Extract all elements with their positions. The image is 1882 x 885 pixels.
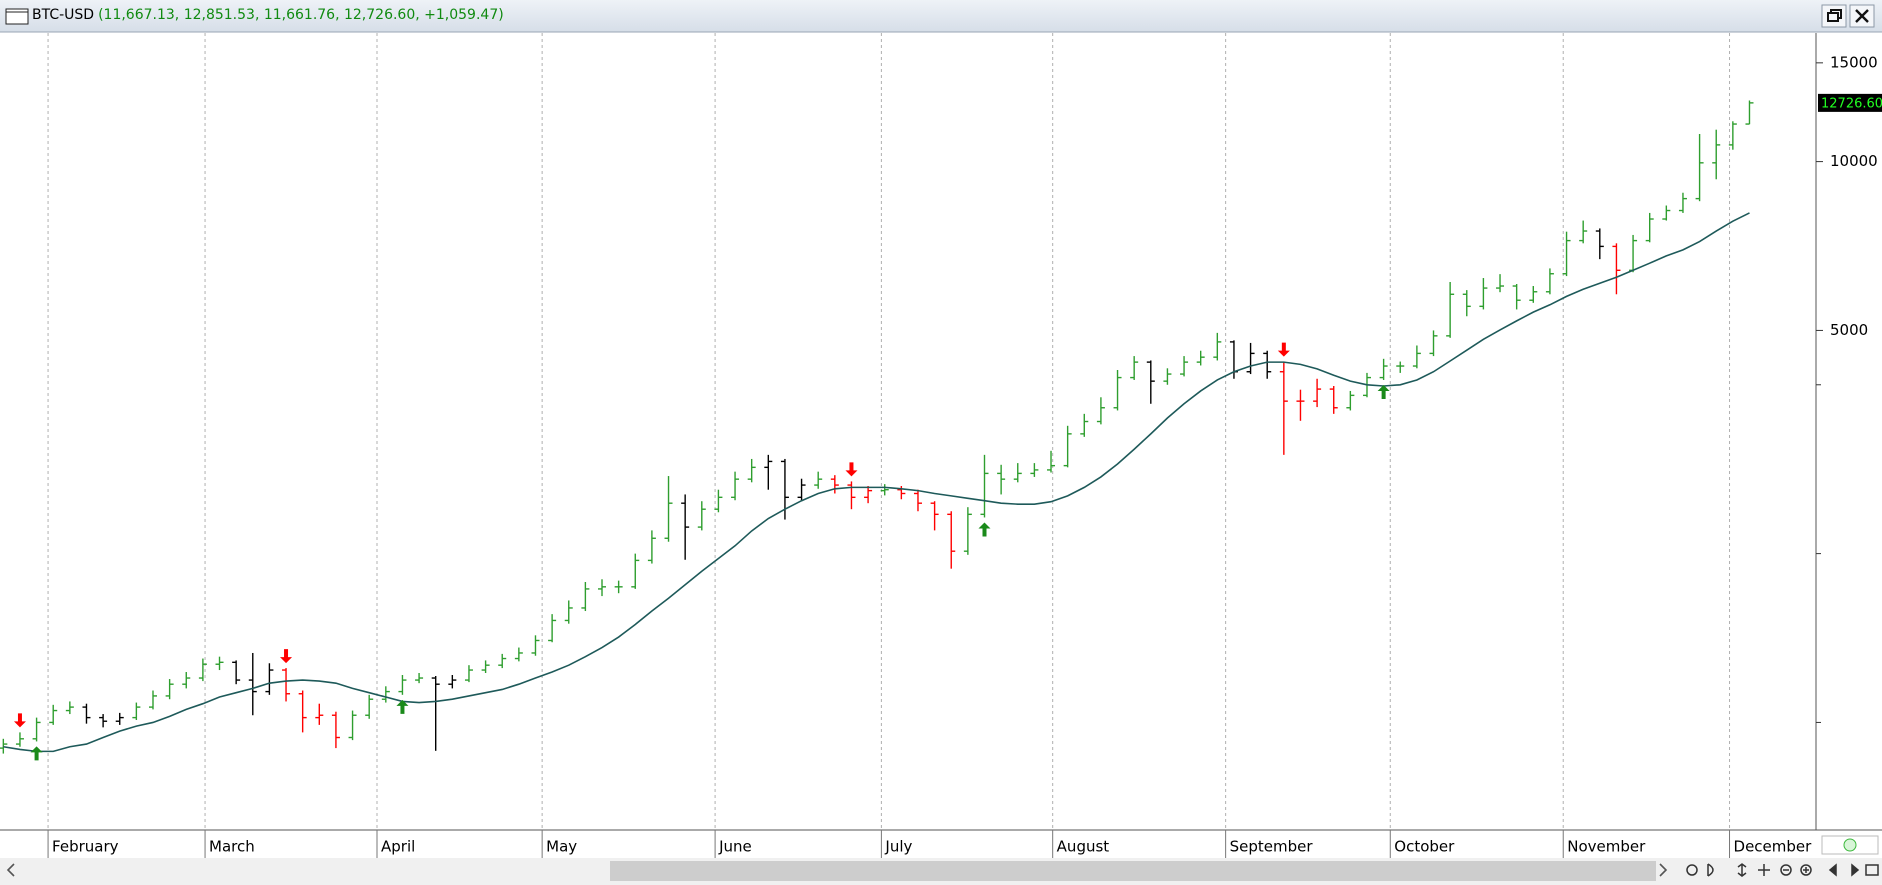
signal-arrow bbox=[1277, 342, 1290, 357]
x-tick-label: April bbox=[381, 838, 415, 856]
x-tick-label: November bbox=[1567, 838, 1646, 856]
ohlc-summary: (11,667.13, 12,851.53, 11,661.76, 12,726… bbox=[98, 7, 504, 23]
x-tick-label: February bbox=[52, 838, 119, 856]
x-tick-label: August bbox=[1057, 838, 1110, 856]
last-price-box bbox=[1818, 93, 1882, 112]
x-tick-label: May bbox=[546, 838, 577, 856]
x-tick-label: September bbox=[1230, 838, 1314, 856]
signal-arrow bbox=[845, 462, 858, 477]
title-bar bbox=[0, 0, 1882, 32]
moving-average-line bbox=[3, 212, 1750, 753]
y-tick-label: 5000 bbox=[1830, 321, 1868, 339]
signal-arrow bbox=[978, 522, 991, 537]
status-indicator bbox=[1843, 838, 1857, 852]
signal-arrow bbox=[30, 746, 43, 761]
restore-button[interactable] bbox=[1821, 4, 1847, 28]
toolbar-icons[interactable] bbox=[1686, 863, 1879, 877]
last-price-label: 12726.60 bbox=[1821, 96, 1882, 111]
scroll-left[interactable] bbox=[6, 863, 15, 877]
symbol-title: BTC-USD bbox=[32, 7, 94, 23]
y-tick-label: 15000 bbox=[1830, 53, 1878, 71]
window-icon bbox=[5, 8, 29, 25]
signal-arrow bbox=[280, 649, 293, 664]
signal-arrow bbox=[13, 713, 26, 728]
x-tick-label: October bbox=[1394, 838, 1455, 856]
signal-arrow bbox=[396, 699, 409, 714]
y-tick-label: 10000 bbox=[1830, 152, 1878, 170]
scrollbar-thumb[interactable] bbox=[610, 861, 1656, 881]
scroll-right[interactable] bbox=[1659, 863, 1668, 877]
x-tick-label: July bbox=[884, 838, 912, 856]
close-button[interactable] bbox=[1849, 4, 1875, 28]
x-tick-label: December bbox=[1734, 838, 1813, 856]
x-tick-label: June bbox=[718, 838, 752, 856]
price-bars bbox=[0, 100, 1754, 754]
x-tick-label: March bbox=[209, 838, 255, 856]
signal-arrow bbox=[1377, 384, 1390, 399]
chart-header: BTC-USD (11,667.13, 12,851.53, 11,661.76,… bbox=[32, 7, 504, 23]
